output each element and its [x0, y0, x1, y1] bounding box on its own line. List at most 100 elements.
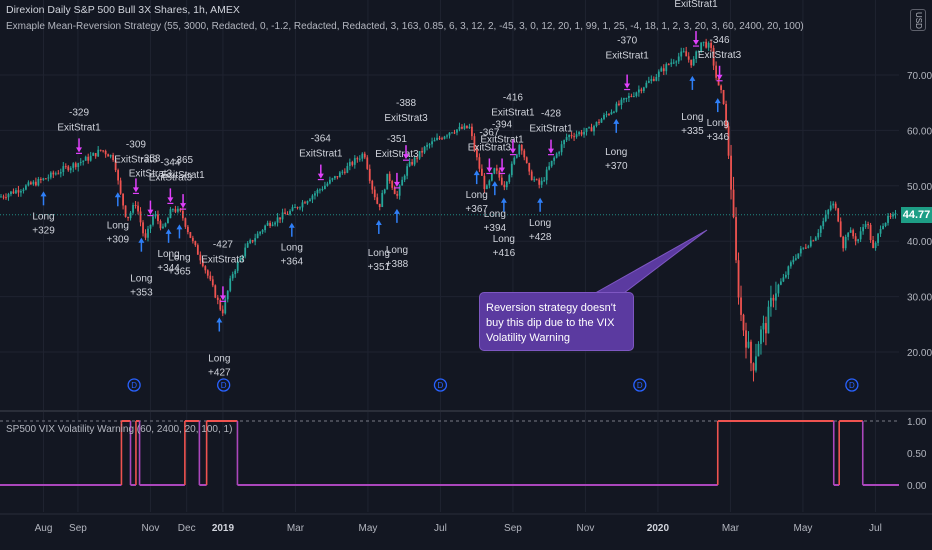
candle-body [254, 238, 257, 242]
candle-body [289, 210, 291, 215]
candle-body [129, 212, 132, 219]
candle-body [139, 211, 142, 223]
long-entry-pnl: +344 [157, 263, 180, 274]
candle-body [326, 183, 329, 186]
indicator-legend[interactable]: SP500 VIX Volatility Warning (60, 2400, … [6, 424, 233, 435]
exit-pnl: -365 [173, 155, 193, 166]
x-tick-label: May [793, 523, 812, 534]
candle-body [167, 218, 169, 224]
candle-body [702, 41, 705, 43]
candle-body [329, 179, 331, 184]
candle-body [448, 132, 451, 136]
exit-pnl: -394 [492, 119, 512, 130]
candle-body [500, 177, 503, 185]
candle-body [25, 185, 27, 190]
long-entry-label: Long [707, 118, 729, 129]
candle-body [476, 149, 478, 158]
candle-body [490, 173, 493, 181]
symbol-title[interactable]: Direxion Daily S&P 500 Bull 3X Shares, 1… [6, 4, 240, 16]
long-entry-pnl: +309 [107, 234, 130, 245]
long-entry-arrowhead [473, 170, 480, 176]
candle-body [241, 256, 244, 259]
candle-body [309, 199, 311, 202]
candle-body [346, 166, 349, 173]
candle-body [660, 68, 663, 72]
x-tick-label: 2019 [212, 523, 235, 534]
candle-body [403, 175, 406, 180]
exit-pnl: -344 [160, 157, 180, 168]
long-entry-arrowhead [176, 224, 183, 230]
candle-body [600, 119, 603, 123]
long-entry-pnl: +394 [484, 223, 507, 234]
callout-pointer [588, 229, 708, 297]
candle-body [378, 203, 381, 208]
candle-body [87, 156, 90, 161]
candle-body [214, 285, 217, 298]
exit-label: ExitStrat1 [299, 149, 343, 160]
candle-body [221, 309, 224, 314]
candle-body [211, 279, 214, 286]
candle-body [114, 160, 117, 171]
candle-body [119, 180, 122, 194]
long-entry-label: Long [493, 234, 515, 245]
exit-label: ExitStrat3 [375, 149, 419, 160]
candle-body [680, 51, 683, 57]
long-entry-arrowhead [216, 317, 223, 323]
candle-body [438, 137, 441, 139]
dividend-symbol: D [221, 381, 227, 390]
candle-body [523, 150, 526, 158]
candle-body [842, 236, 845, 249]
strategy-legend[interactable]: Exmaple Mean-Reversion Strategy (55, 300… [6, 21, 804, 32]
candle-body [740, 297, 742, 315]
volatility-warning-series [0, 420, 899, 486]
long-entry-arrowhead [288, 222, 295, 228]
candle-body [127, 216, 129, 219]
candle-body [433, 140, 436, 142]
candle-body [515, 154, 518, 158]
candle-body [590, 127, 593, 132]
candle-body [518, 144, 521, 155]
long-entry-arrowhead [138, 237, 145, 243]
candle-body [563, 140, 566, 145]
candle-body [677, 56, 680, 62]
candle-body [264, 225, 267, 231]
candle-body [802, 247, 805, 249]
dividend-symbol: D [131, 381, 137, 390]
candle-body [443, 136, 446, 139]
candle-body [172, 209, 174, 211]
exit-pnl: -346 [710, 35, 730, 46]
candle-body [784, 274, 787, 278]
candle-body [809, 240, 812, 247]
candle-body [436, 137, 438, 141]
candle-body [239, 258, 242, 262]
candle-body [662, 68, 665, 72]
candle-body [635, 92, 638, 97]
candle-body [722, 89, 725, 105]
long-entry-arrowhead [613, 118, 620, 124]
candle-body [765, 323, 767, 334]
exit-arrowhead [548, 148, 554, 154]
long-entry-label: Long [157, 249, 179, 260]
candle-body [755, 356, 757, 371]
candle-body [224, 299, 227, 314]
candle-body [296, 207, 299, 209]
long-entry-label: Long [681, 112, 703, 123]
candle-body [829, 205, 832, 210]
candle-body [99, 149, 102, 151]
candle-body [665, 64, 668, 72]
candle-body [117, 170, 120, 181]
candle-body [652, 79, 655, 81]
exit-label: ExitStrat1 [57, 122, 101, 133]
candle-body [468, 126, 471, 129]
candle-body [692, 58, 695, 66]
exit-label: ExitStrat3 [129, 169, 173, 180]
exit-pnl: -329 [69, 107, 89, 118]
x-tick-label: Sep [504, 523, 522, 534]
exit-arrowhead [317, 173, 324, 179]
currency-button[interactable]: USD [910, 9, 926, 31]
candle-body [219, 299, 222, 310]
candle-body [555, 153, 558, 158]
candle-body [847, 232, 850, 237]
callout-note[interactable]: Reversion strategy doesn't buy this dip … [479, 292, 634, 351]
candle-body [550, 160, 553, 167]
